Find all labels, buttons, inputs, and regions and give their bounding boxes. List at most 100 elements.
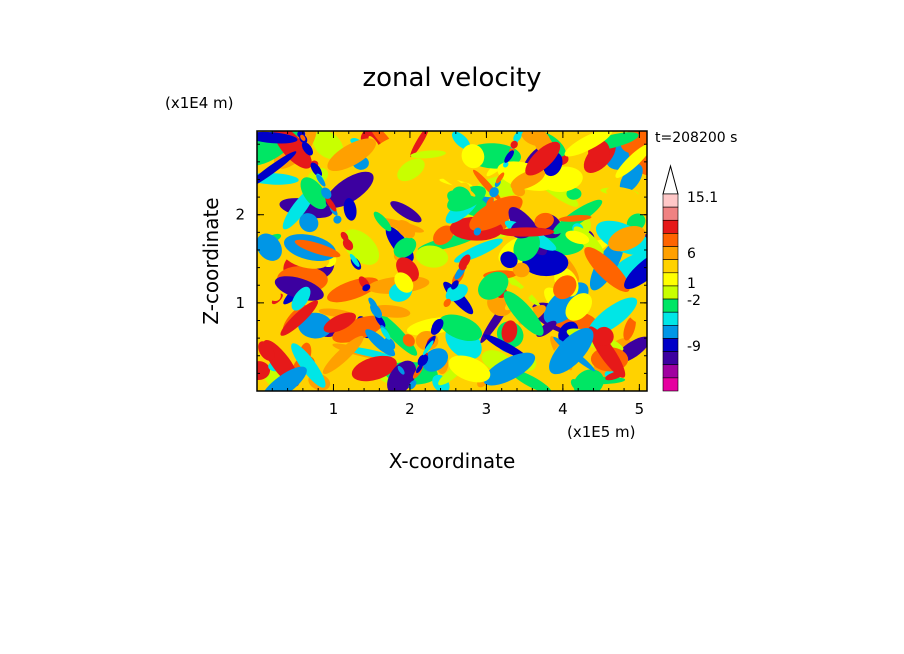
colorbar-swatch (662, 259, 679, 274)
colorbar-swatch (662, 285, 679, 300)
contour-streak (340, 231, 349, 241)
contour-streak (362, 284, 371, 292)
contour-blob (257, 233, 282, 261)
contour-blob (300, 177, 328, 210)
contour-blob (587, 297, 638, 337)
contour-streak (447, 287, 457, 297)
contour-blob (323, 312, 357, 333)
contour-blob (294, 239, 341, 258)
contour-blob (394, 272, 414, 293)
contour-blob (615, 143, 647, 178)
x-ticks: 1 2 3 4 5 (271, 131, 645, 418)
contour-blob (594, 326, 614, 346)
x-tick-label: 4 (558, 400, 568, 418)
contour-blob (415, 331, 439, 351)
contour-blob (512, 262, 530, 278)
contour-blob (448, 355, 491, 383)
colorbar-swatch (662, 193, 679, 208)
colorbar: 15.1 6 1-2 -9 (662, 164, 718, 392)
contour-streak (489, 187, 499, 198)
contour-blob (626, 309, 646, 325)
contour-streak (450, 280, 459, 290)
contour-streak (397, 365, 405, 375)
contour-blob (325, 171, 374, 208)
colorbar-swatch (662, 351, 679, 366)
contour-streak (443, 298, 451, 308)
y-tick-label: 2 (235, 206, 245, 224)
contour-blob (396, 220, 416, 239)
contour-blob (624, 250, 647, 290)
colorbar-swatch (662, 272, 679, 287)
contour-blob (280, 300, 319, 336)
contour-blob (510, 369, 552, 391)
contour-blob (510, 169, 546, 190)
contour-blob (373, 200, 410, 226)
contour-streak (310, 162, 323, 177)
contour-blob (451, 131, 471, 150)
contour-streak (321, 187, 332, 199)
contour-blob (266, 287, 281, 302)
heatmap-field (257, 131, 647, 391)
y-scale-note: (x1E4 m) (165, 94, 234, 112)
contour-streak (342, 238, 354, 251)
contour-blob (372, 131, 426, 158)
contour-blob (260, 366, 307, 391)
contour-blob (500, 251, 518, 269)
contour-streak (370, 303, 382, 319)
contour-blob (451, 186, 472, 206)
contour-blob (397, 158, 425, 182)
contour-blob (469, 195, 523, 232)
contour-blob (410, 150, 446, 159)
contour-blob (461, 144, 485, 169)
contour-streak (504, 150, 515, 163)
contour-blob (605, 370, 625, 381)
contour-blob (558, 215, 592, 222)
contour-blob (553, 275, 577, 300)
contour-streak (300, 134, 306, 141)
contour-blob (373, 211, 392, 232)
contour-blob (298, 312, 333, 339)
contour-blob (393, 237, 417, 258)
x-tick-label: 1 (329, 400, 339, 418)
contour-streak (422, 340, 434, 356)
contour-blob (534, 212, 554, 229)
contour-blob (584, 247, 630, 292)
contour-blob (573, 369, 604, 391)
contour-streak (486, 197, 494, 207)
contour-blob (549, 328, 594, 375)
time-label: t=208200 s (655, 130, 737, 146)
colorbar-label: -2 (687, 293, 701, 309)
x-tick-label: 2 (405, 400, 415, 418)
contour-streak (510, 140, 518, 149)
contour-blob (415, 245, 449, 268)
contour-blob (422, 213, 437, 227)
colorbar-label: 1 (687, 276, 696, 292)
contour-blob (327, 138, 377, 172)
contour-streak (473, 227, 482, 236)
contour-blob (439, 314, 483, 342)
velocity-contours (257, 131, 647, 391)
contour-streak (415, 364, 423, 374)
contour-blob (608, 225, 646, 252)
colorbar-swatch (662, 311, 679, 326)
y-axis-label: Z-coordinate (199, 197, 223, 324)
contour-streak (430, 322, 442, 335)
contour-blob (257, 361, 271, 380)
contour-blob (503, 291, 544, 336)
contour-streak (417, 354, 429, 367)
colorbar-label: 15.1 (687, 190, 718, 206)
colorbar-swatch (662, 298, 679, 313)
y-ticks: 12 (235, 143, 647, 374)
x-scale-note: (x1E5 m) (567, 423, 636, 441)
colorbar-swatch (662, 325, 679, 339)
contour-blob (351, 355, 397, 382)
colorbar-swatch (662, 377, 679, 392)
contour-streak (349, 253, 360, 267)
x-axis-label: X-coordinate (389, 449, 516, 473)
colorbar-swatch (662, 364, 679, 379)
contour-streak (380, 327, 391, 340)
contour-streak (495, 172, 505, 184)
contour-blob (543, 282, 589, 325)
x-tick-label: 5 (635, 400, 645, 418)
